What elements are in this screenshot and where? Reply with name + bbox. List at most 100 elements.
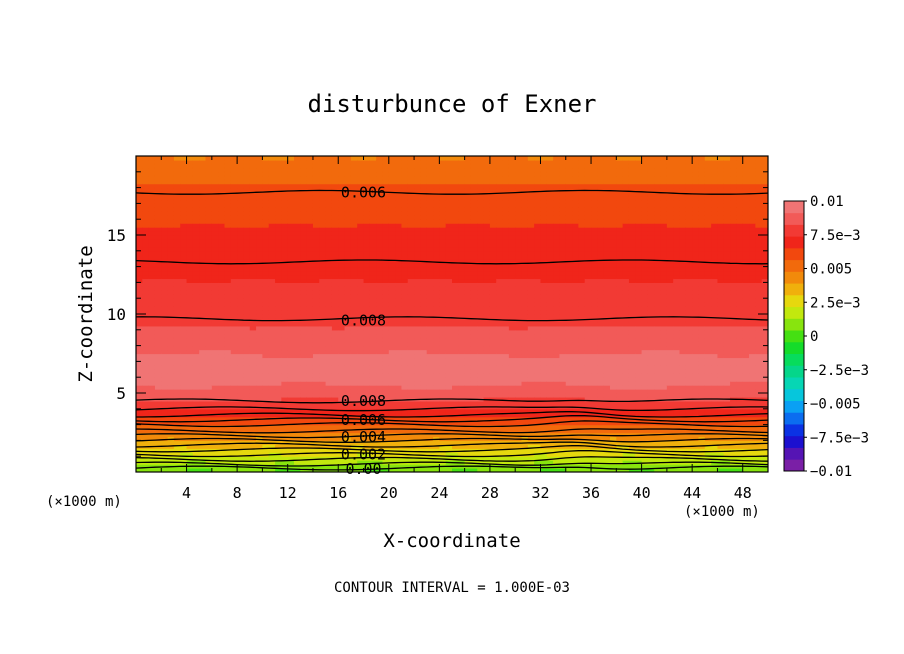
field-cell bbox=[382, 167, 390, 173]
field-cell bbox=[192, 227, 200, 232]
field-cell bbox=[521, 156, 529, 161]
field-cell bbox=[281, 242, 289, 248]
field-cell bbox=[136, 175, 143, 181]
field-cell bbox=[312, 361, 320, 366]
field-cell bbox=[357, 333, 365, 339]
field-cell bbox=[521, 393, 529, 398]
field-cell bbox=[376, 282, 384, 287]
field-cell bbox=[256, 341, 263, 347]
field-cell bbox=[344, 278, 352, 283]
field-cell bbox=[388, 333, 396, 339]
field-cell bbox=[136, 231, 143, 236]
field-cell bbox=[300, 321, 308, 327]
field-cell bbox=[407, 235, 415, 240]
field-cell bbox=[363, 464, 371, 469]
field-cell bbox=[287, 314, 295, 319]
field-cell bbox=[262, 227, 270, 232]
field-cell bbox=[211, 428, 219, 434]
field-cell bbox=[325, 353, 333, 359]
field-cell bbox=[464, 329, 472, 335]
field-cell bbox=[192, 274, 200, 280]
field-cell bbox=[262, 238, 270, 244]
field-cell bbox=[452, 381, 459, 386]
field-cell bbox=[489, 294, 497, 299]
field-cell bbox=[452, 294, 459, 299]
field-cell bbox=[502, 246, 510, 252]
field-cell bbox=[464, 310, 472, 315]
field-cell bbox=[294, 195, 301, 201]
field-cell bbox=[502, 381, 510, 386]
field-cell bbox=[338, 163, 346, 169]
field-cell bbox=[268, 215, 276, 220]
field-cell bbox=[489, 302, 497, 307]
field-cell bbox=[407, 195, 415, 201]
field-cell bbox=[331, 302, 339, 307]
field-cell bbox=[325, 199, 333, 204]
field-cell bbox=[508, 456, 516, 461]
field-cell bbox=[192, 357, 200, 362]
field-cell bbox=[180, 321, 188, 327]
field-cell bbox=[161, 199, 169, 204]
field-cell bbox=[426, 424, 434, 430]
field-cell bbox=[237, 298, 245, 303]
field-cell bbox=[199, 195, 207, 201]
field-cell bbox=[167, 369, 175, 374]
field-cell bbox=[433, 341, 440, 347]
field-cell bbox=[249, 262, 257, 268]
field-cell bbox=[369, 369, 377, 374]
field-cell bbox=[319, 266, 327, 272]
field-cell bbox=[300, 444, 308, 449]
field-cell bbox=[180, 223, 188, 228]
field-cell bbox=[249, 242, 257, 248]
field-cell bbox=[464, 195, 472, 201]
field-cell bbox=[439, 167, 447, 173]
field-cell bbox=[256, 199, 263, 204]
field-cell bbox=[312, 191, 320, 197]
field-cell bbox=[433, 199, 440, 204]
field-cell bbox=[350, 270, 358, 276]
field-cell bbox=[186, 361, 194, 366]
field-cell bbox=[237, 310, 245, 315]
field-cell bbox=[256, 464, 263, 469]
field-cell bbox=[180, 412, 188, 418]
field-cell bbox=[199, 381, 207, 386]
field-cell bbox=[192, 183, 200, 189]
field-cell bbox=[445, 207, 453, 212]
field-cell bbox=[496, 207, 504, 212]
field-cell bbox=[218, 274, 226, 280]
field-cell bbox=[407, 179, 415, 185]
field-cell bbox=[426, 231, 434, 236]
field-cell bbox=[496, 408, 504, 414]
field-cell bbox=[338, 345, 346, 351]
field-cell bbox=[161, 393, 169, 398]
field-cell bbox=[205, 400, 213, 406]
field-cell bbox=[281, 266, 289, 272]
field-cell bbox=[300, 187, 308, 193]
field-cell bbox=[433, 349, 440, 355]
field-cell bbox=[426, 365, 434, 370]
field-cell bbox=[452, 302, 459, 307]
field-cell bbox=[527, 369, 535, 374]
field-cell bbox=[148, 171, 156, 177]
field-cell bbox=[382, 219, 390, 224]
field-cell bbox=[331, 215, 339, 220]
field-cell bbox=[167, 321, 175, 327]
field-cell bbox=[199, 345, 207, 351]
field-cell bbox=[382, 211, 390, 216]
field-cell bbox=[161, 282, 169, 287]
field-cell bbox=[180, 183, 188, 189]
field-cell bbox=[350, 274, 358, 280]
field-cell bbox=[433, 242, 440, 248]
field-cell bbox=[496, 337, 504, 343]
field-cell bbox=[180, 337, 188, 343]
field-cell bbox=[237, 396, 245, 402]
field-cell bbox=[470, 203, 478, 208]
field-cell bbox=[464, 416, 472, 422]
field-cell bbox=[376, 349, 384, 355]
field-cell bbox=[376, 183, 384, 189]
field-cell bbox=[426, 393, 434, 398]
field-cell bbox=[357, 262, 365, 268]
field-cell bbox=[300, 191, 308, 197]
field-cell bbox=[268, 337, 276, 343]
field-cell bbox=[331, 448, 339, 453]
